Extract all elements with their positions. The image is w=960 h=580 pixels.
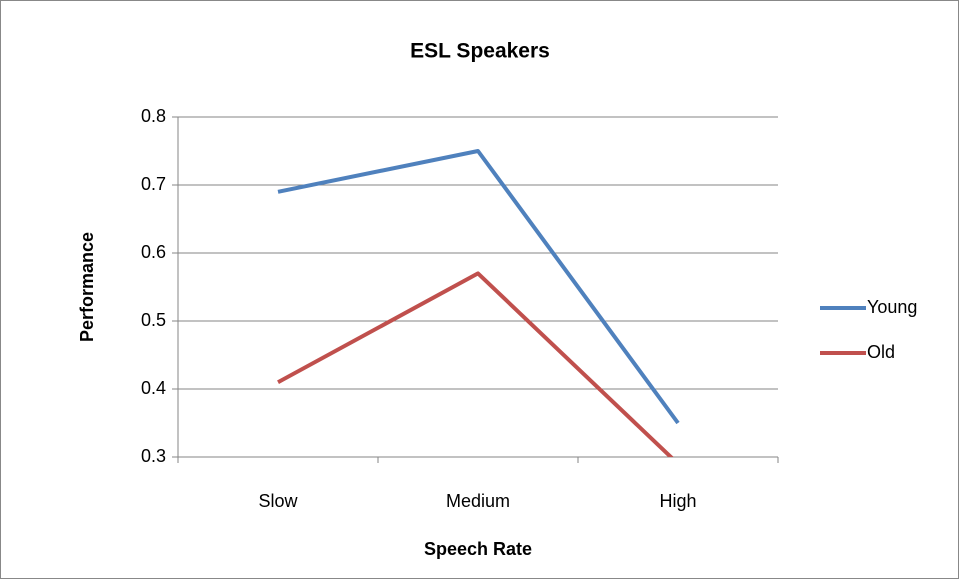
series-line	[277, 271, 674, 457]
y-tick-label: 0.7	[141, 174, 166, 194]
y-tick-label: 0.8	[141, 106, 166, 126]
y-tick-label: 0.6	[141, 242, 166, 262]
legend-label: Old	[867, 342, 895, 362]
y-tick-label: 0.4	[141, 378, 166, 398]
chart-title: ESL Speakers	[410, 40, 550, 63]
y-tick-label: 0.3	[141, 446, 166, 466]
series-line	[277, 149, 680, 425]
x-tick-label: Medium	[446, 491, 510, 511]
x-tick-label: Slow	[258, 491, 298, 511]
y-tick-label: 0.5	[141, 310, 166, 330]
y-axis-label: Performance	[77, 232, 97, 342]
plot-area	[277, 149, 680, 457]
x-tick-label: High	[659, 491, 696, 511]
x-axis-label: Speech Rate	[424, 539, 532, 559]
legend-label: Young	[867, 297, 917, 317]
